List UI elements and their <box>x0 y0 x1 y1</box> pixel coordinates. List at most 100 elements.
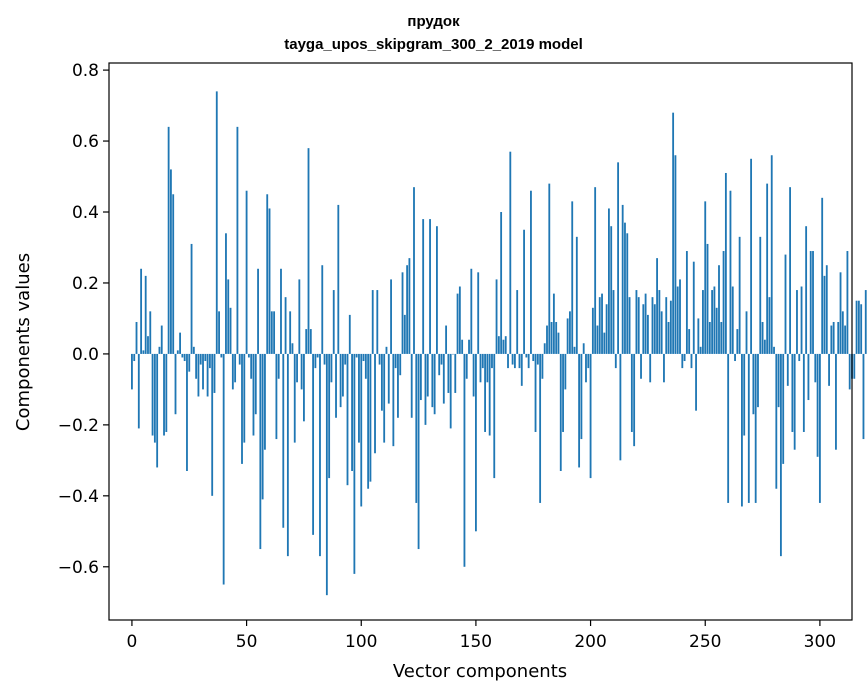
bar <box>779 353 782 557</box>
bar <box>183 353 186 362</box>
bar <box>569 311 571 354</box>
bar <box>685 251 688 354</box>
bar <box>383 353 386 443</box>
bar <box>280 268 282 354</box>
bar <box>504 336 507 354</box>
bar <box>575 236 578 354</box>
bar <box>436 226 438 354</box>
y-tick-label: 0.0 <box>72 345 99 365</box>
bar <box>410 353 413 418</box>
bar <box>580 353 583 440</box>
chart-subtitle: tayga_upos_skipgram_300_2_2019 model <box>284 36 583 53</box>
bar <box>633 353 636 447</box>
bar <box>197 353 200 397</box>
bar <box>683 353 686 362</box>
bar <box>766 183 769 354</box>
y-tick-label: −0.2 <box>58 416 99 436</box>
bar <box>431 353 434 408</box>
bar <box>238 353 241 365</box>
bar <box>289 311 292 354</box>
bar <box>679 279 681 354</box>
bar <box>254 353 257 415</box>
bar <box>649 353 652 383</box>
bar <box>461 339 464 354</box>
bar <box>417 353 420 550</box>
bar <box>151 353 154 436</box>
bar <box>403 314 406 354</box>
bar <box>284 297 287 354</box>
bar <box>676 286 679 354</box>
axes: 0 50 100 150 200 250 300 0.8 0.6 0.4 0.2 0.0 −0.2 −0.… <box>58 61 853 652</box>
bar <box>270 311 273 354</box>
bar <box>855 300 858 354</box>
bar <box>750 158 753 354</box>
bar <box>429 219 431 354</box>
bar <box>190 243 193 354</box>
bar <box>500 212 503 354</box>
bar <box>640 353 642 379</box>
bar <box>651 297 654 354</box>
bar <box>488 353 491 436</box>
bar <box>846 251 849 354</box>
bar <box>816 353 819 457</box>
bar <box>566 318 569 354</box>
bar <box>268 208 271 354</box>
bar <box>591 307 594 354</box>
bar <box>408 258 411 354</box>
bar <box>621 204 624 354</box>
bar <box>571 201 574 354</box>
bar <box>530 190 532 354</box>
bar <box>729 190 732 354</box>
bar <box>724 172 727 354</box>
bar <box>163 353 165 436</box>
bar <box>608 208 610 354</box>
bar <box>731 286 734 354</box>
bar <box>415 353 418 503</box>
bar <box>493 353 496 479</box>
bar <box>825 265 828 354</box>
bar <box>438 353 441 376</box>
bar <box>589 353 592 479</box>
bar <box>174 353 177 415</box>
bar <box>812 251 814 354</box>
bar <box>266 194 269 354</box>
bar <box>550 321 553 354</box>
bar <box>594 187 597 354</box>
bar <box>211 353 214 496</box>
bar <box>743 353 746 436</box>
bar <box>296 353 298 383</box>
bar <box>562 353 564 432</box>
bar <box>319 353 321 557</box>
bar <box>369 353 372 482</box>
bar <box>433 353 436 415</box>
x-tick-label: 250 <box>689 632 721 652</box>
bar <box>722 251 725 354</box>
bar <box>513 353 516 369</box>
bar <box>456 293 459 354</box>
bar <box>534 353 537 432</box>
bar <box>325 353 328 596</box>
bar <box>818 353 821 503</box>
bar <box>204 353 207 362</box>
bar <box>532 353 535 362</box>
bar <box>807 353 810 401</box>
bar <box>759 236 762 354</box>
bar <box>718 265 720 354</box>
bar <box>257 268 259 354</box>
bar <box>465 353 468 379</box>
bar <box>837 321 840 354</box>
bar <box>394 353 397 369</box>
bar <box>665 297 668 354</box>
bar <box>601 293 603 354</box>
bar <box>598 297 601 354</box>
bar <box>213 353 216 393</box>
bar <box>695 353 697 411</box>
bar <box>841 311 844 354</box>
bar <box>147 336 149 354</box>
bar <box>470 268 473 354</box>
bar <box>752 353 755 415</box>
bar <box>713 286 716 354</box>
bar <box>225 233 227 354</box>
bar <box>789 187 791 354</box>
